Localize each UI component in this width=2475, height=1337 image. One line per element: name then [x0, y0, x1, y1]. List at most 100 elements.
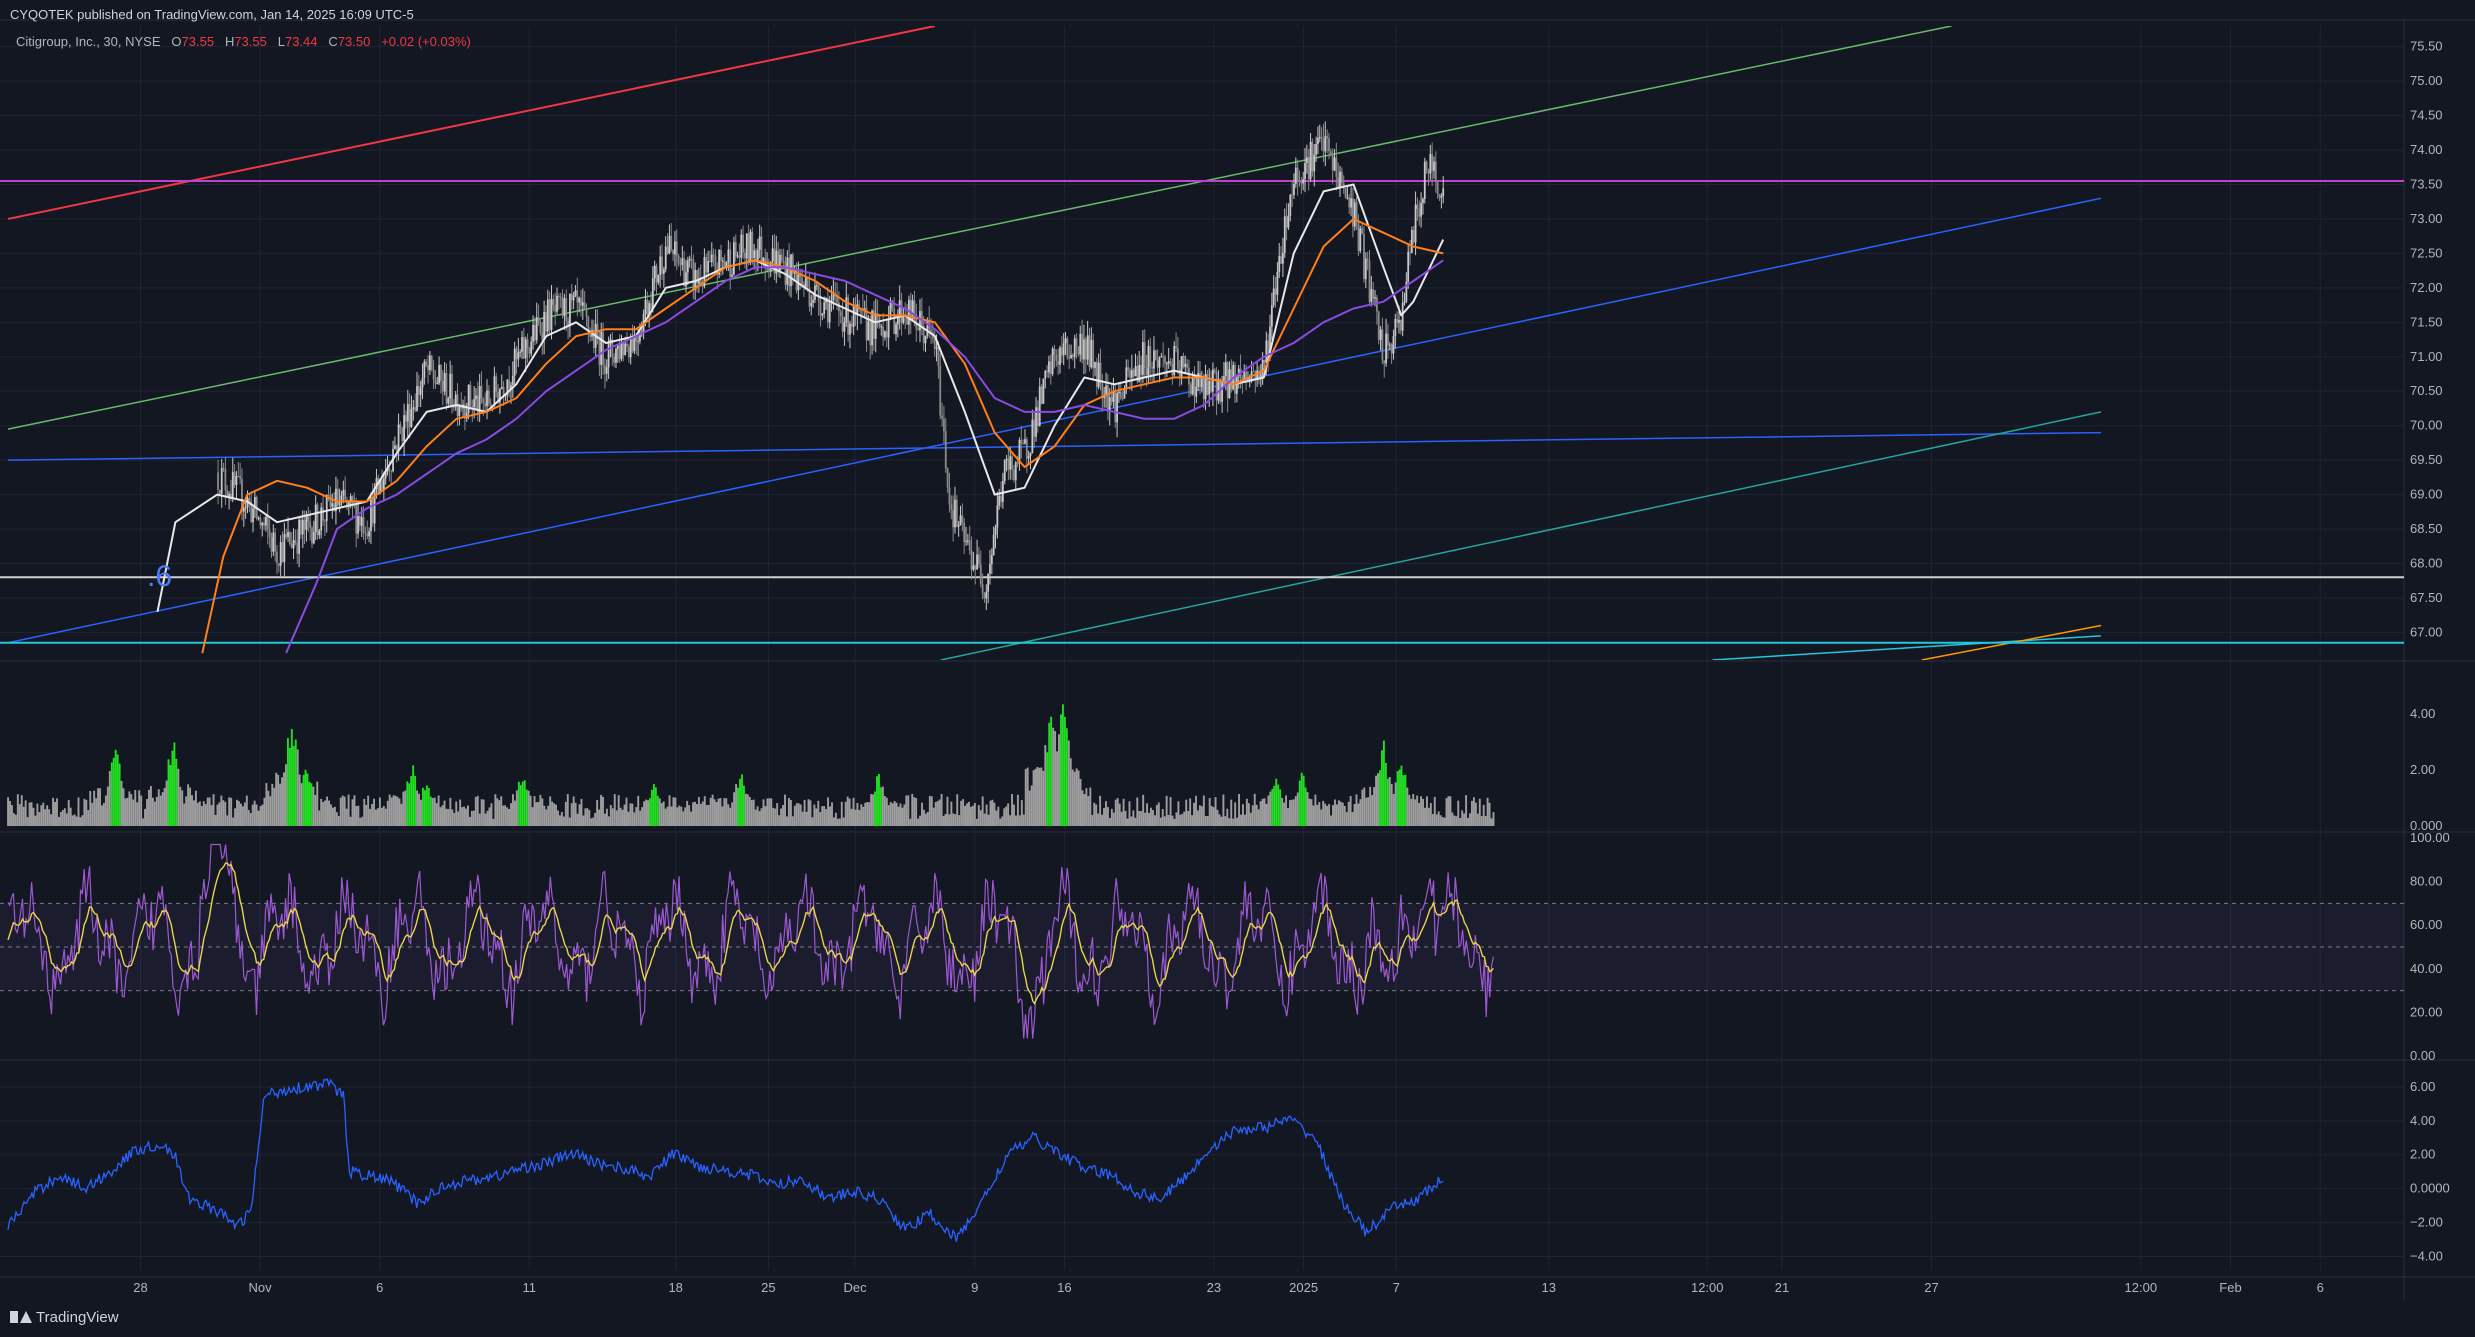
volume-bar: [594, 812, 597, 826]
teal-trend-line[interactable]: [940, 411, 2102, 660]
candle-body: [296, 543, 299, 554]
volume-bar: [968, 801, 970, 826]
candle-body: [1243, 371, 1246, 381]
volume-bar: [553, 803, 556, 826]
candle-body: [346, 499, 348, 506]
candle-body: [697, 278, 700, 284]
oscillator-pane[interactable]: [7, 1078, 1444, 1242]
osc-tick-label: 2.00: [2410, 1147, 2435, 1162]
candle-body: [861, 308, 864, 310]
volume-bar: [320, 798, 323, 826]
ma-slow-line[interactable]: [285, 259, 1444, 654]
volume-bar: [513, 800, 516, 826]
candle-body: [1320, 136, 1323, 139]
volume-bar: [208, 797, 211, 826]
volume-bar: [1482, 804, 1485, 826]
candle-body: [880, 326, 883, 328]
candle-body: [493, 376, 496, 406]
candle-body: [1368, 260, 1371, 302]
volume-tick-label: 4.00: [2410, 706, 2435, 721]
volume-bar: [1015, 815, 1017, 826]
candle-body: [771, 248, 774, 262]
volume-bar: [1492, 812, 1495, 826]
candle-body: [305, 514, 308, 530]
volume-bar: [1069, 758, 1072, 826]
candle-body: [220, 467, 223, 494]
candle-body: [1178, 369, 1181, 378]
volume-bar: [717, 798, 720, 826]
volume-bar: [989, 800, 992, 826]
volume-bar: [846, 796, 849, 826]
candle-body: [550, 299, 553, 330]
x-tick-label: 9: [971, 1280, 978, 1295]
volume-bar: [140, 795, 143, 826]
volume-bar: [146, 799, 148, 826]
candle-body: [1075, 338, 1078, 347]
candle-body: [1110, 397, 1113, 402]
volume-pane[interactable]: [7, 704, 1495, 826]
candle-body: [250, 501, 253, 523]
oscillator-line[interactable]: [7, 1078, 1444, 1242]
cyan-level-line[interactable]: [1712, 635, 2102, 660]
volume-bar: [611, 808, 614, 826]
candle-body: [1049, 361, 1052, 375]
x-tick-label: Dec: [844, 1280, 868, 1295]
blue-trend-line[interactable]: [7, 197, 2102, 644]
candle-body: [1134, 366, 1137, 377]
volume-bar: [236, 799, 238, 826]
volume-bar: [1478, 798, 1481, 826]
volume-bar: [993, 802, 996, 826]
low-label: L: [277, 34, 285, 49]
volume-bar: [1097, 813, 1100, 826]
candle-body: [1153, 350, 1155, 369]
candle-body: [522, 337, 525, 359]
candle-body: [812, 299, 815, 303]
volume-bar: [782, 805, 785, 826]
candle-body: [244, 507, 247, 509]
candle-body: [1363, 233, 1365, 280]
volume-bars[interactable]: [7, 704, 1495, 826]
candle-body: [1106, 385, 1109, 411]
ma-mid-line[interactable]: [201, 218, 1444, 654]
candle-body: [957, 524, 960, 527]
volume-bar: [827, 797, 830, 826]
volume-bar: [1022, 814, 1025, 826]
volume-bar: [48, 809, 51, 826]
volume-bar: [797, 803, 800, 826]
tradingview-brand[interactable]: TradingView: [10, 1309, 119, 1326]
green-trend-line[interactable]: [7, 26, 1952, 430]
rsi-line[interactable]: [7, 843, 1494, 1039]
price-tick-label: 67.00: [2410, 624, 2443, 639]
volume-bar: [1316, 804, 1319, 826]
volume-bar: [1150, 807, 1152, 826]
candle-body: [526, 339, 529, 349]
volume-bar: [363, 798, 366, 826]
rsi-pane[interactable]: [0, 843, 2404, 1039]
volume-bar: [93, 790, 96, 826]
price-pane[interactable]: [0, 26, 2404, 660]
volume-bar: [194, 790, 197, 826]
volume-bar: [1232, 818, 1235, 826]
red-trend-line[interactable]: [7, 26, 936, 220]
candle-body: [1031, 419, 1034, 453]
candle-body: [1042, 378, 1045, 404]
volume-bar: [631, 803, 634, 826]
candle-body: [502, 386, 505, 397]
osc-tick-label: −4.00: [2410, 1248, 2443, 1263]
volume-bar: [605, 808, 608, 826]
candle-body: [1399, 319, 1402, 331]
candle-body: [1224, 362, 1227, 377]
ma-fast-line[interactable]: [156, 183, 1445, 612]
candle-body: [570, 293, 573, 301]
candle-body: [1051, 348, 1054, 375]
candle-body: [1241, 378, 1244, 381]
volume-bar: [443, 800, 446, 826]
volume-bar: [1079, 779, 1082, 826]
rsi-ma-line[interactable]: [7, 862, 1494, 1006]
volume-bar: [173, 742, 176, 826]
candle-body: [1272, 288, 1275, 306]
volume-bar: [112, 757, 115, 826]
candle-body: [786, 257, 789, 285]
volume-bar: [1459, 818, 1462, 826]
